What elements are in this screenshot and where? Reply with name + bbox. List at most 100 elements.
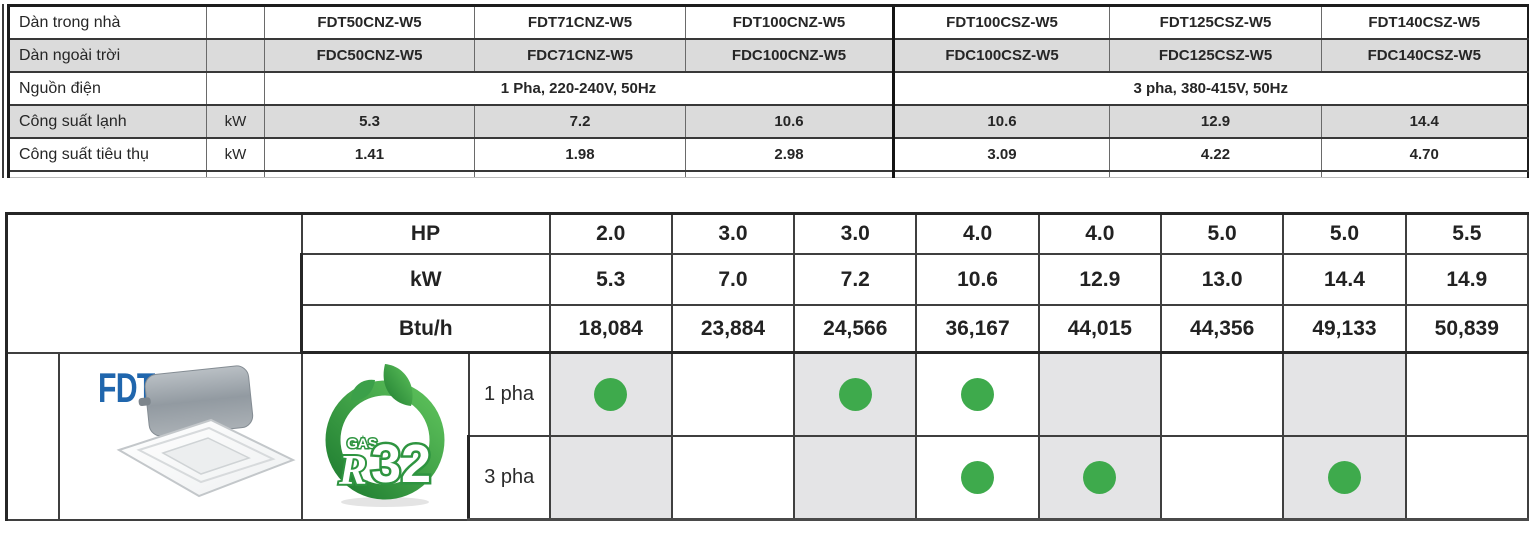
model-cell: FDT: [57, 351, 303, 521]
kw-value: 14.4: [1282, 253, 1407, 306]
row-unit: [206, 71, 265, 106]
phase-label-1pha: 1 pha: [467, 351, 551, 437]
spec-cell: FDT140CSZ-W5: [1321, 4, 1529, 40]
power-supply-3ph: 3 pha, 380-415V, 50Hz: [892, 71, 1529, 106]
spec-cell: FDT125CSZ-W5: [1109, 4, 1322, 40]
row-label: Công suất tiêu thụ: [7, 137, 207, 172]
spec-cell: 14.4: [1321, 104, 1529, 139]
kw-value: 12.9: [1037, 253, 1163, 306]
non-inverter-title: NON - INVERTER: [59, 254, 302, 312]
capacity-table: NON - INVERTER HP 2.0 3.0 3.0 4.0 4.0 5.…: [4, 212, 1530, 521]
btu-header: Btu/h: [300, 304, 551, 354]
spec-table-wrap: Dàn trong nhà FDT50CNZ-W5 FDT71CNZ-W5 FD…: [2, 4, 1529, 178]
spec-cell: 12.9: [1109, 104, 1322, 139]
spec-cell: FDT71CNZ-W5: [474, 4, 686, 40]
kw-header: kW: [300, 253, 551, 306]
availability-dot: [1083, 461, 1117, 494]
cassette-unit-image: [99, 362, 299, 515]
hp-row: NON - INVERTER HP 2.0 3.0 3.0 4.0 4.0 5.…: [4, 212, 1530, 354]
spec-cell: 7.2: [474, 104, 686, 139]
spec-table: Dàn trong nhà FDT50CNZ-W5 FDT71CNZ-W5 FD…: [7, 4, 1529, 178]
hp-value: 4.0: [915, 212, 1040, 255]
svg-text:GAS: GAS: [347, 435, 377, 451]
spec-cell: 2.98: [685, 137, 894, 172]
availability-cell: [670, 435, 796, 521]
row-label: Công suất lạnh: [7, 104, 207, 139]
kw-value: 7.0: [670, 253, 796, 306]
spec-cell: FDC100CNZ-W5: [685, 38, 894, 73]
r32-gas-logo: GAS R 32: [325, 363, 445, 507]
btu-value: 36,167: [915, 304, 1040, 354]
kw-value: 14.9: [1404, 253, 1530, 306]
availability-cell: [1037, 351, 1163, 437]
spec-cell: FDC125CSZ-W5: [1109, 38, 1322, 73]
cropped-row: [7, 170, 1529, 178]
availability-cell: [793, 351, 918, 437]
hp-value: 5.0: [1159, 212, 1285, 255]
kw-value: 7.2: [793, 253, 918, 306]
phase3-row: 3 pha: [7, 435, 1530, 521]
btu-value: 49,133: [1282, 304, 1407, 354]
row-label: Nguồn điện: [7, 71, 207, 106]
spec-cell: FDT100CNZ-W5: [685, 4, 894, 40]
btu-value: 23,884: [670, 304, 796, 354]
row-label: Dàn ngoài trời: [7, 38, 207, 73]
availability-cell: [915, 435, 1040, 521]
availability-dot: [1327, 461, 1361, 494]
spec-cell: 10.6: [892, 104, 1110, 139]
availability-cell: [1404, 435, 1530, 521]
availability-cell: [1159, 351, 1285, 437]
spec-row-outdoor: Dàn ngoài trời FDC50CNZ-W5 FDC71CNZ-W5 F…: [7, 38, 1529, 73]
gas-cell: GAS R 32: [300, 351, 470, 521]
spec-cell: FDC50CNZ-W5: [264, 38, 475, 73]
spec-row-power-input: Công suất tiêu thụ kW 1.41 1.98 2.98 3.0…: [7, 137, 1529, 172]
availability-dot: [961, 461, 995, 494]
availability-cell: [1404, 351, 1530, 437]
power-supply-1ph: 1 Pha, 220-240V, 50Hz: [264, 71, 894, 106]
spec-row-cooling-capacity: Công suất lạnh kW 5.3 7.2 10.6 10.6 12.9…: [7, 104, 1529, 139]
hp-value: 2.0: [548, 212, 673, 255]
spec-cell: 4.22: [1109, 137, 1322, 172]
availability-cell: [1282, 435, 1407, 521]
hp-value: 4.0: [1037, 212, 1163, 255]
btu-value: 44,356: [1159, 304, 1285, 354]
kw-row: kW 5.3 7.0 7.2 10.6 12.9 13.0 14.4 14.9: [7, 253, 1530, 306]
btu-value: 18,084: [548, 304, 673, 354]
availability-cell: [1037, 435, 1163, 521]
availability-cell: [793, 435, 918, 521]
leaf-icon: [383, 363, 413, 406]
kw-value: 13.0: [1159, 253, 1285, 306]
btu-value: 44,015: [1037, 304, 1163, 354]
spec-cell: 1.98: [474, 137, 686, 172]
spec-cell: 3.09: [892, 137, 1110, 172]
spec-cell: 4.70: [1321, 137, 1529, 172]
phase1-row: ÂM TRẦN FDT: [5, 351, 1530, 521]
spec-cell: 5.3: [264, 104, 475, 139]
row-unit: [206, 4, 265, 40]
spec-row-power-supply: Nguồn điện 1 Pha, 220-240V, 50Hz 3 pha, …: [7, 71, 1529, 106]
kw-value: 10.6: [915, 253, 1040, 306]
hp-value: 3.0: [793, 212, 918, 255]
spec-cell: FDT50CNZ-W5: [264, 4, 475, 40]
kw-value: 5.3: [548, 253, 673, 306]
hp-header: HP: [300, 212, 551, 255]
category-cell: ÂM TRẦN: [5, 351, 60, 521]
hp-value: 3.0: [670, 212, 796, 255]
logo-shadow: [340, 496, 429, 507]
spec-cell: FDT100CSZ-W5: [892, 4, 1110, 40]
leaf-icon: [350, 379, 375, 401]
row-unit: kW: [206, 104, 265, 139]
availability-cell: [915, 351, 1040, 437]
spec-row-indoor: Dàn trong nhà FDT50CNZ-W5 FDT71CNZ-W5 FD…: [7, 4, 1529, 40]
availability-cell: [670, 351, 796, 437]
hp-value: 5.0: [1282, 212, 1407, 255]
capacity-table-wrap: NON - INVERTER HP 2.0 3.0 3.0 4.0 4.0 5.…: [4, 212, 1530, 521]
btu-value: 50,839: [1404, 304, 1530, 354]
phase-label-3pha: 3 pha: [467, 435, 551, 521]
svg-text:R: R: [338, 448, 367, 494]
category-label: ÂM TRẦN: [23, 391, 43, 481]
availability-cell: [548, 435, 673, 521]
spec-cell: FDC100CSZ-W5: [892, 38, 1110, 73]
availability-dot: [961, 378, 995, 411]
